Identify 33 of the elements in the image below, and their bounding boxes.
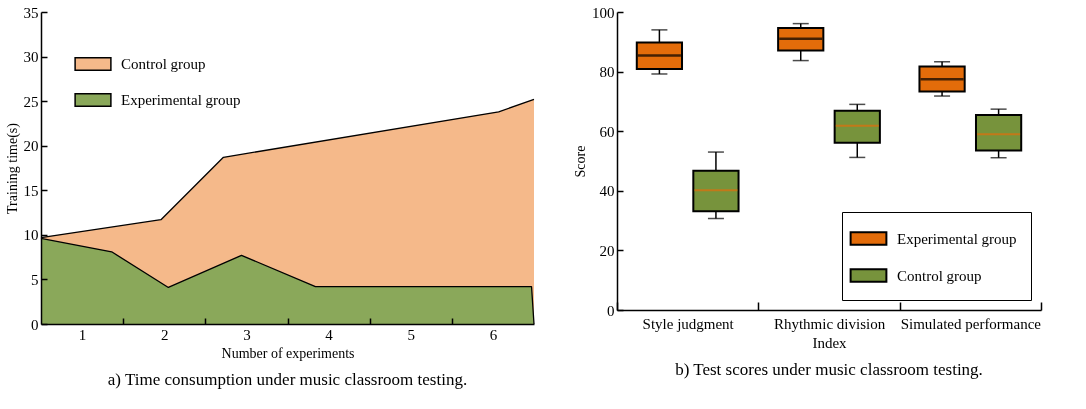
x-tick-label: 3 bbox=[243, 326, 251, 343]
y-tick-label: 10 bbox=[23, 227, 39, 244]
y-tick-label: 15 bbox=[23, 182, 39, 199]
x-tick-label: Rhythmic division bbox=[773, 315, 886, 332]
x-tick-label: 2 bbox=[161, 326, 169, 343]
x-tick-label: 1 bbox=[78, 326, 87, 343]
y-tick-label: 60 bbox=[599, 123, 615, 140]
legend-label: Experimental group bbox=[897, 230, 1017, 247]
x-axis-title: Number of experiments bbox=[221, 345, 355, 361]
x-tick-label: 5 bbox=[407, 326, 415, 343]
y-axis-title: Score bbox=[573, 145, 588, 178]
text: a) Time consumption under music classroom testing. bbox=[107, 370, 468, 389]
legend-label: Control group bbox=[897, 267, 982, 284]
y-tick-label: 40 bbox=[599, 183, 615, 200]
text: b) Test scores under music classroom testing. bbox=[675, 360, 983, 379]
x-tick-label: Simulated performance bbox=[900, 315, 1042, 332]
y-tick-label: 0 bbox=[607, 302, 615, 319]
y-tick-label: 100 bbox=[592, 4, 615, 21]
x-tick-label: 4 bbox=[325, 326, 334, 343]
y-tick-label: 20 bbox=[23, 138, 39, 155]
y-tick-label: 30 bbox=[23, 49, 39, 66]
legend-label: Control group bbox=[121, 56, 206, 72]
y-tick-label: 35 bbox=[23, 4, 39, 21]
x-tick-label: Style judgment bbox=[642, 315, 735, 332]
y-tick-label: 0 bbox=[31, 316, 39, 333]
y-tick-label: 80 bbox=[599, 64, 615, 81]
x-tick-label: 6 bbox=[489, 326, 498, 343]
legend-label: Experimental group bbox=[121, 92, 241, 108]
x-axis-title: Index bbox=[812, 334, 848, 351]
y-tick-label: 20 bbox=[599, 242, 615, 259]
y-tick-label: 25 bbox=[23, 93, 39, 110]
y-tick-label: 5 bbox=[31, 271, 39, 288]
y-axis-title: Training time(s) bbox=[4, 122, 21, 214]
